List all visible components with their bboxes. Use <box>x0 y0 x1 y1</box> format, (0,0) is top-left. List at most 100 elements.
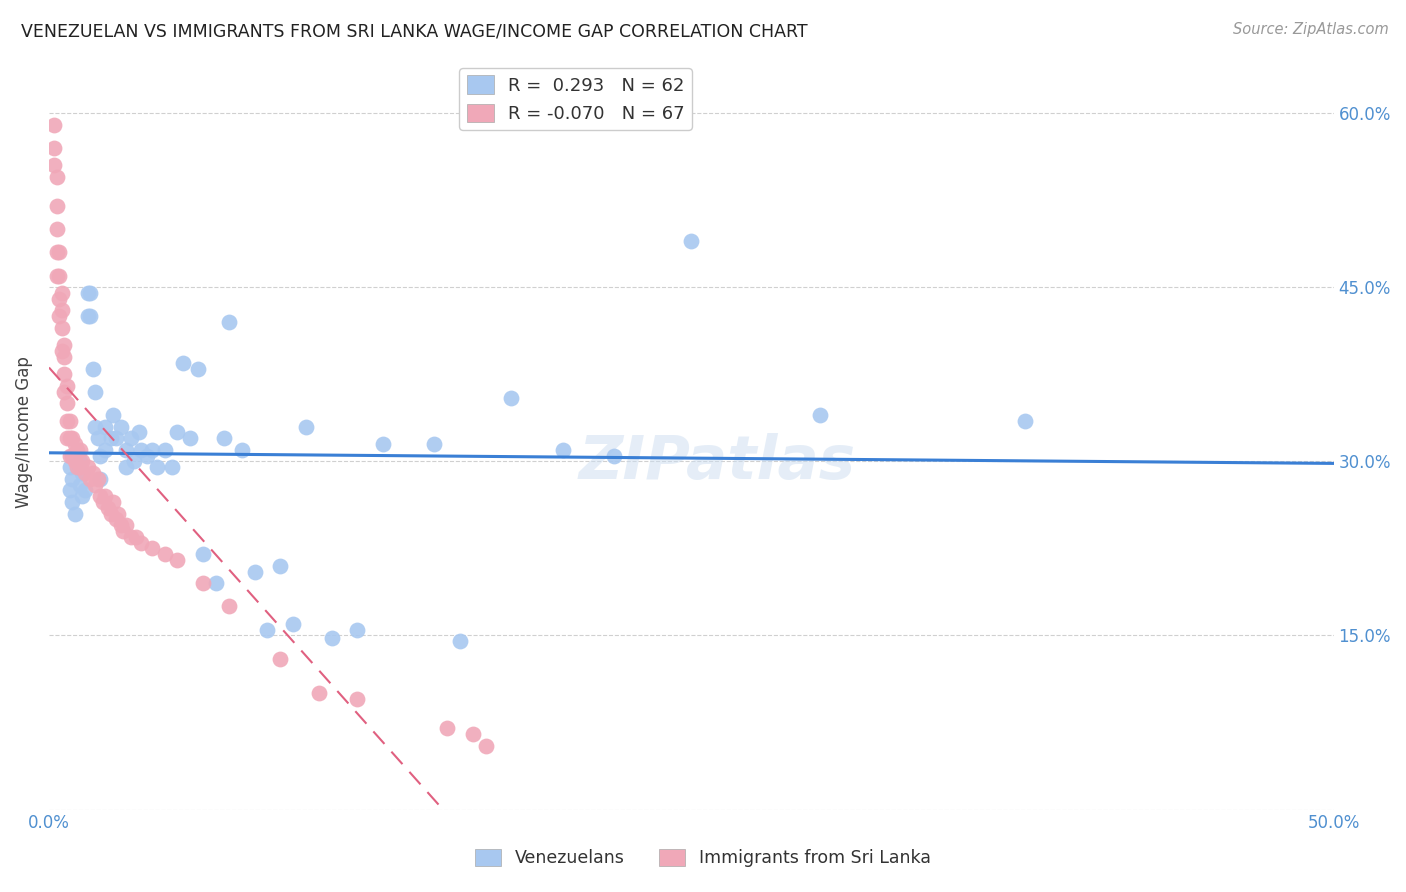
Point <box>231 442 253 457</box>
Point <box>269 558 291 573</box>
Point <box>115 518 138 533</box>
Point <box>45 222 67 236</box>
Point <box>84 477 107 491</box>
Point <box>269 651 291 665</box>
Point <box>103 495 125 509</box>
Point <box>115 442 138 457</box>
Point <box>295 419 318 434</box>
Point <box>56 379 79 393</box>
Point <box>153 442 176 457</box>
Point <box>162 460 184 475</box>
Point <box>94 442 117 457</box>
Point <box>94 489 117 503</box>
Point <box>808 408 831 422</box>
Point <box>100 507 122 521</box>
Point <box>110 518 132 533</box>
Point <box>120 431 142 445</box>
Point <box>141 541 163 556</box>
Point <box>501 391 523 405</box>
Point <box>191 576 214 591</box>
Point <box>56 414 79 428</box>
Point <box>125 530 148 544</box>
Point <box>56 396 79 410</box>
Point <box>87 472 110 486</box>
Point <box>321 631 343 645</box>
Text: VENEZUELAN VS IMMIGRANTS FROM SRI LANKA WAGE/INCOME GAP CORRELATION CHART: VENEZUELAN VS IMMIGRANTS FROM SRI LANKA … <box>21 22 807 40</box>
Point <box>73 466 96 480</box>
Point <box>423 437 446 451</box>
Point <box>66 442 89 457</box>
Point <box>66 460 89 475</box>
Point <box>56 431 79 445</box>
Point <box>58 483 80 498</box>
Point <box>63 507 86 521</box>
Point <box>346 692 368 706</box>
Point <box>1014 414 1036 428</box>
Point <box>60 431 83 445</box>
Point <box>51 303 73 318</box>
Point <box>76 460 98 475</box>
Point <box>53 384 76 399</box>
Point <box>112 524 135 538</box>
Point <box>131 442 153 457</box>
Point <box>87 431 110 445</box>
Point <box>53 338 76 352</box>
Text: ZIPatlas: ZIPatlas <box>578 433 856 492</box>
Point <box>76 310 98 324</box>
Point <box>474 739 496 753</box>
Point <box>179 431 201 445</box>
Point <box>84 419 107 434</box>
Point <box>89 472 111 486</box>
Point <box>42 158 65 172</box>
Y-axis label: Wage/Income Gap: Wage/Income Gap <box>15 357 32 508</box>
Text: Source: ZipAtlas.com: Source: ZipAtlas.com <box>1233 22 1389 37</box>
Point <box>72 466 94 480</box>
Point <box>53 350 76 364</box>
Point <box>53 368 76 382</box>
Point <box>48 268 70 283</box>
Point <box>135 449 157 463</box>
Point <box>122 454 145 468</box>
Point <box>79 472 101 486</box>
Point <box>60 449 83 463</box>
Point <box>58 414 80 428</box>
Point <box>72 454 94 468</box>
Point <box>308 686 330 700</box>
Point <box>212 431 235 445</box>
Point <box>103 408 125 422</box>
Point <box>48 292 70 306</box>
Point <box>94 419 117 434</box>
Point <box>218 599 240 614</box>
Point <box>45 169 67 184</box>
Point <box>58 449 80 463</box>
Point <box>551 442 574 457</box>
Point <box>681 234 703 248</box>
Point <box>100 431 122 445</box>
Point <box>153 547 176 561</box>
Point <box>115 460 138 475</box>
Point <box>60 472 83 486</box>
Point <box>346 623 368 637</box>
Point <box>191 547 214 561</box>
Point <box>63 437 86 451</box>
Point <box>51 321 73 335</box>
Point <box>45 245 67 260</box>
Point <box>82 466 104 480</box>
Point <box>42 118 65 132</box>
Point <box>51 344 73 359</box>
Point <box>110 419 132 434</box>
Point <box>69 477 91 491</box>
Point <box>73 483 96 498</box>
Point <box>60 495 83 509</box>
Point <box>91 495 114 509</box>
Point <box>84 384 107 399</box>
Point <box>205 576 228 591</box>
Point <box>48 310 70 324</box>
Point <box>172 356 194 370</box>
Point <box>42 141 65 155</box>
Point <box>89 489 111 503</box>
Point <box>218 315 240 329</box>
Point <box>48 245 70 260</box>
Point <box>128 425 150 440</box>
Point <box>449 634 471 648</box>
